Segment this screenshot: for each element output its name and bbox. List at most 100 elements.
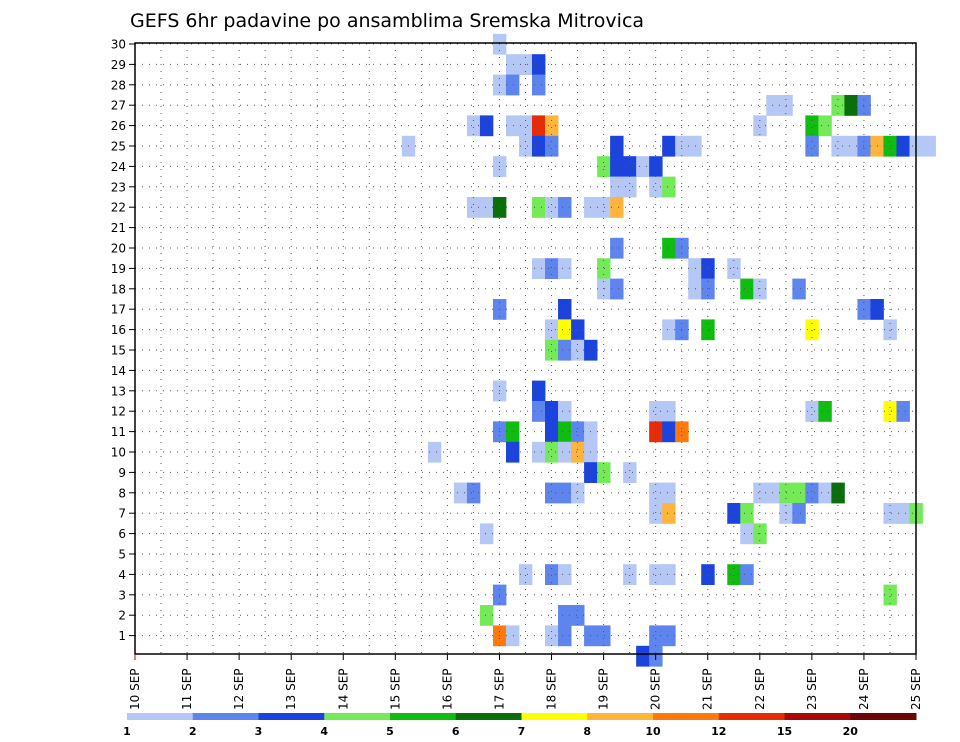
legend-swatch [127,713,194,720]
heatmap-cell [896,135,910,157]
heatmap-cell [545,564,559,585]
heatmap-cell [571,482,585,504]
y-tick-label: 2 [118,609,126,623]
heatmap-cell [558,401,572,422]
heatmap-cell [610,176,624,198]
heatmap-cell [662,176,676,198]
heatmap-cells [401,33,936,667]
heatmap-cell [610,237,624,259]
heatmap-cell [597,197,611,218]
y-tick-label: 23 [111,180,126,194]
heatmap-cell [649,401,663,422]
y-tick-label: 5 [118,548,126,562]
legend-label: 5 [386,725,394,738]
legend-swatch [324,713,391,720]
heatmap-cell [558,299,572,320]
y-tick-label: 4 [118,568,126,582]
heatmap-cell [662,625,676,647]
y-tick-label: 20 [111,242,126,256]
x-tick-label: 18 SEP [545,668,559,710]
heatmap-cell [883,401,897,422]
heatmap-cell [545,258,559,279]
y-tick-label: 26 [111,119,126,133]
heatmap-cell [831,95,845,116]
heatmap-cell [558,421,572,443]
heatmap-cell [427,441,442,463]
heatmap-cell [922,135,936,157]
heatmap-cell [792,482,806,504]
heatmap-cell [662,237,676,259]
legend-label: 7 [518,725,526,738]
heatmap-cell [740,564,754,585]
heatmap-cell [727,258,741,279]
heatmap-cell [662,401,676,422]
x-tick-label: 21 SEP [701,668,715,710]
heatmap-cell [662,319,676,341]
heatmap-cell [805,401,819,422]
heatmap-cell [505,54,520,75]
y-tick-label: 25 [111,140,126,154]
y-tick-label: 22 [111,201,126,215]
heatmap-cell [610,156,624,177]
legend-label: 15 [777,725,792,738]
y-tick-label: 3 [118,588,126,602]
heatmap-cell [545,441,559,463]
heatmap-cell [844,135,858,157]
heatmap-cell [505,74,520,96]
heatmap-cell [688,135,702,157]
heatmap-cell [532,115,546,137]
heatmap-cell [479,523,494,545]
y-tick-label: 8 [118,486,126,500]
heatmap-cell [701,258,715,279]
y-tick-label: 24 [111,160,126,174]
chart-title: GEFS 6hr padavine po ansamblima Sremska … [130,10,644,32]
y-tick-label: 16 [111,323,126,337]
heatmap-cell [558,319,572,341]
heatmap-cell [740,523,754,545]
legend-label: 3 [255,725,263,738]
legend-swatch [521,713,588,720]
heatmap-cell [545,401,559,422]
heatmap-cell [805,135,819,157]
grid-lines [135,43,916,654]
heatmap-cell [818,401,832,422]
heatmap-cell [597,462,611,483]
heatmap-cell [831,135,845,157]
heatmap-cell [649,176,663,198]
x-tick-label: 15 SEP [388,668,402,710]
heatmap-cell [545,197,559,218]
heatmap-cell [453,482,468,504]
heatmap-cell [636,645,650,667]
heatmap-cell [545,115,559,137]
heatmap-cell [532,441,546,463]
heatmap-cell [545,482,559,504]
legend-swatch [455,713,522,720]
heatmap-cell [558,258,572,279]
heatmap-cell [740,278,754,300]
heatmap-cell [740,503,754,524]
y-tick-label: 17 [111,303,126,317]
heatmap-cell [532,258,546,279]
heatmap-cell [466,197,481,218]
y-tick-label: 10 [111,446,126,460]
colorbar-legend: 1 2 3 4 5 6 7 8 10 12 15 20 [123,713,917,738]
heatmap-cell [896,503,910,524]
y-tick-label: 18 [111,282,126,296]
heatmap-cell [558,564,572,585]
heatmap-cell [831,482,845,504]
x-tick-label: 13 SEP [284,668,298,710]
y-tick-label: 27 [111,99,126,113]
heatmap-cell [753,482,767,504]
legend-label: 6 [452,725,460,738]
heatmap-cell [545,421,559,443]
heatmap-cell [662,503,676,524]
heatmap-cell [545,339,559,361]
legend-label: 8 [583,725,591,738]
heatmap-cell [818,482,832,504]
heatmap-cell [558,605,572,626]
heatmap-cell [701,319,715,341]
heatmap-cell [518,564,533,585]
heatmap-cell [558,339,572,361]
legend-label: 1 [123,725,131,738]
heatmap-cell [532,135,546,157]
